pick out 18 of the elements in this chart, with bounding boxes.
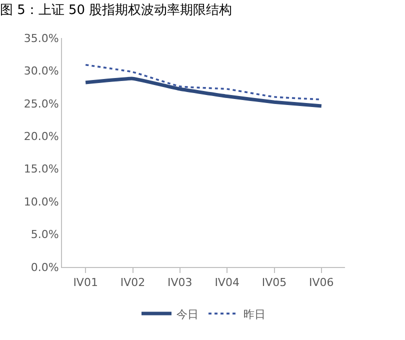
y-tick-label: 5.0% [30, 228, 59, 242]
chart-title: 图 5：上证 50 股指期权波动率期限结构 [0, 2, 232, 18]
y-tick-label: 20.0% [24, 130, 59, 143]
y-tick-label: 0.0% [30, 260, 59, 274]
x-tick-label: IV04 [214, 276, 240, 290]
y-tick-label: 35.0% [24, 32, 59, 45]
y-tick-label: 15.0% [24, 162, 59, 176]
y-tick-label: 25.0% [24, 97, 59, 110]
y-tick-label: 10.0% [24, 195, 59, 208]
x-tick-label: IV06 [309, 276, 334, 290]
x-tick-label: IV02 [120, 276, 146, 290]
x-tick-label: IV05 [262, 276, 287, 290]
legend-label: 今日 [176, 308, 198, 321]
x-tick-label: IV01 [73, 276, 98, 290]
line-series [84, 76, 324, 108]
y-tick-label: 30.0% [24, 64, 59, 78]
x-tick-label: IV03 [168, 276, 192, 290]
legend-label: 昨日 [244, 308, 266, 321]
